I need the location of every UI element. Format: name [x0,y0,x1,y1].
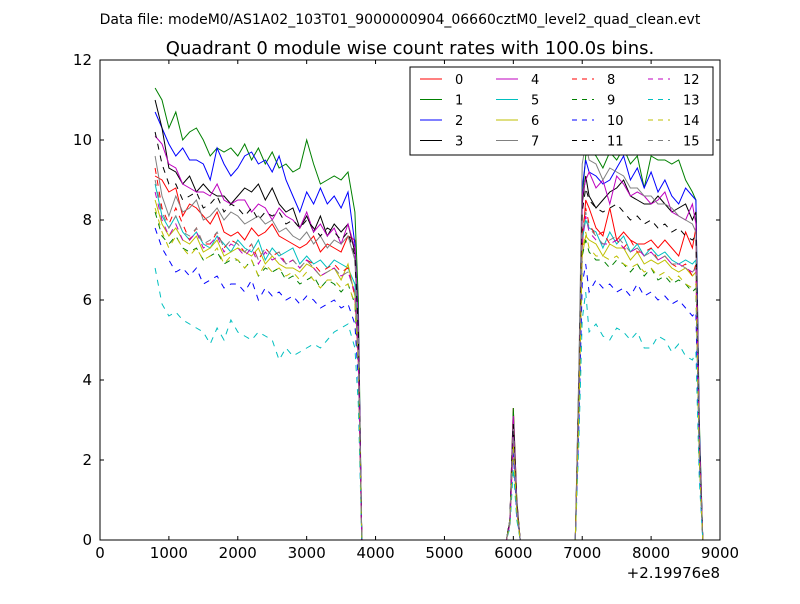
legend-label-4: 4 [531,73,539,88]
y-tick-label: 6 [82,291,92,309]
legend-label-12: 12 [683,73,700,88]
x-tick-label: 6000 [494,544,532,562]
x-tick-label: 2000 [219,544,257,562]
x-tick-label: 5000 [425,544,463,562]
legend-label-5: 5 [531,94,539,109]
y-tick-label: 8 [82,211,92,229]
legend-label-10: 10 [607,114,624,129]
y-tick-label: 2 [82,451,92,469]
legend-label-7: 7 [531,135,539,150]
y-tick-label: 12 [73,51,92,69]
series-line-13 [154,267,704,541]
legend-label-11: 11 [607,135,624,150]
legend-label-2: 2 [455,114,463,129]
series-line-5 [154,183,704,541]
plot-area [154,87,704,541]
y-tick-label: 10 [73,131,92,149]
series-line-1 [154,87,704,541]
y-tick-label: 4 [82,371,92,389]
series-line-7 [154,143,704,541]
x-tick-label: 9000 [701,544,739,562]
series-line-2 [154,111,704,541]
legend-label-15: 15 [683,135,700,150]
series-line-3 [154,99,704,541]
series-line-0 [154,175,704,541]
chart-title: Quadrant 0 module wise count rates with … [166,38,655,59]
series-line-12 [154,191,704,541]
y-tick-label: 0 [82,531,92,549]
series-line-14 [154,207,704,541]
legend-label-9: 9 [607,94,615,109]
legend-label-13: 13 [683,94,700,109]
series-line-9 [154,211,704,541]
x-tick-label: 1000 [150,544,188,562]
series-line-6 [154,199,704,541]
series-line-11 [154,131,704,541]
x-tick-label: 0 [95,544,105,562]
x-tick-label: 8000 [632,544,670,562]
legend-label-8: 8 [607,73,615,88]
plot-frame [99,59,721,541]
series-line-15 [154,179,704,541]
series-line-8 [154,167,704,541]
x-tick-label: 7000 [563,544,601,562]
legend-label-1: 1 [455,94,463,109]
figure-suptitle: Data file: modeM0/AS1A02_103T01_90000009… [100,12,701,28]
legend-label-3: 3 [455,135,463,150]
x-tick-label: 3000 [288,544,326,562]
legend-label-0: 0 [455,73,463,88]
legend-label-6: 6 [531,114,539,129]
x-axis-offset-label: +2.19976e8 [627,564,720,582]
legend-label-14: 14 [683,114,700,129]
series-line-10 [154,227,704,541]
x-axis: 0 1000 2000 3000 4000 5000 6000 7000 8000 9000 [95,60,739,562]
x-tick-label: 4000 [356,544,394,562]
